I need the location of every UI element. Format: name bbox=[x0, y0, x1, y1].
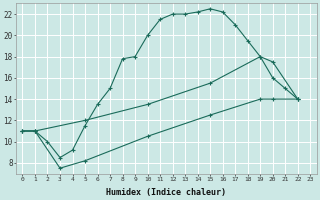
X-axis label: Humidex (Indice chaleur): Humidex (Indice chaleur) bbox=[106, 188, 226, 197]
